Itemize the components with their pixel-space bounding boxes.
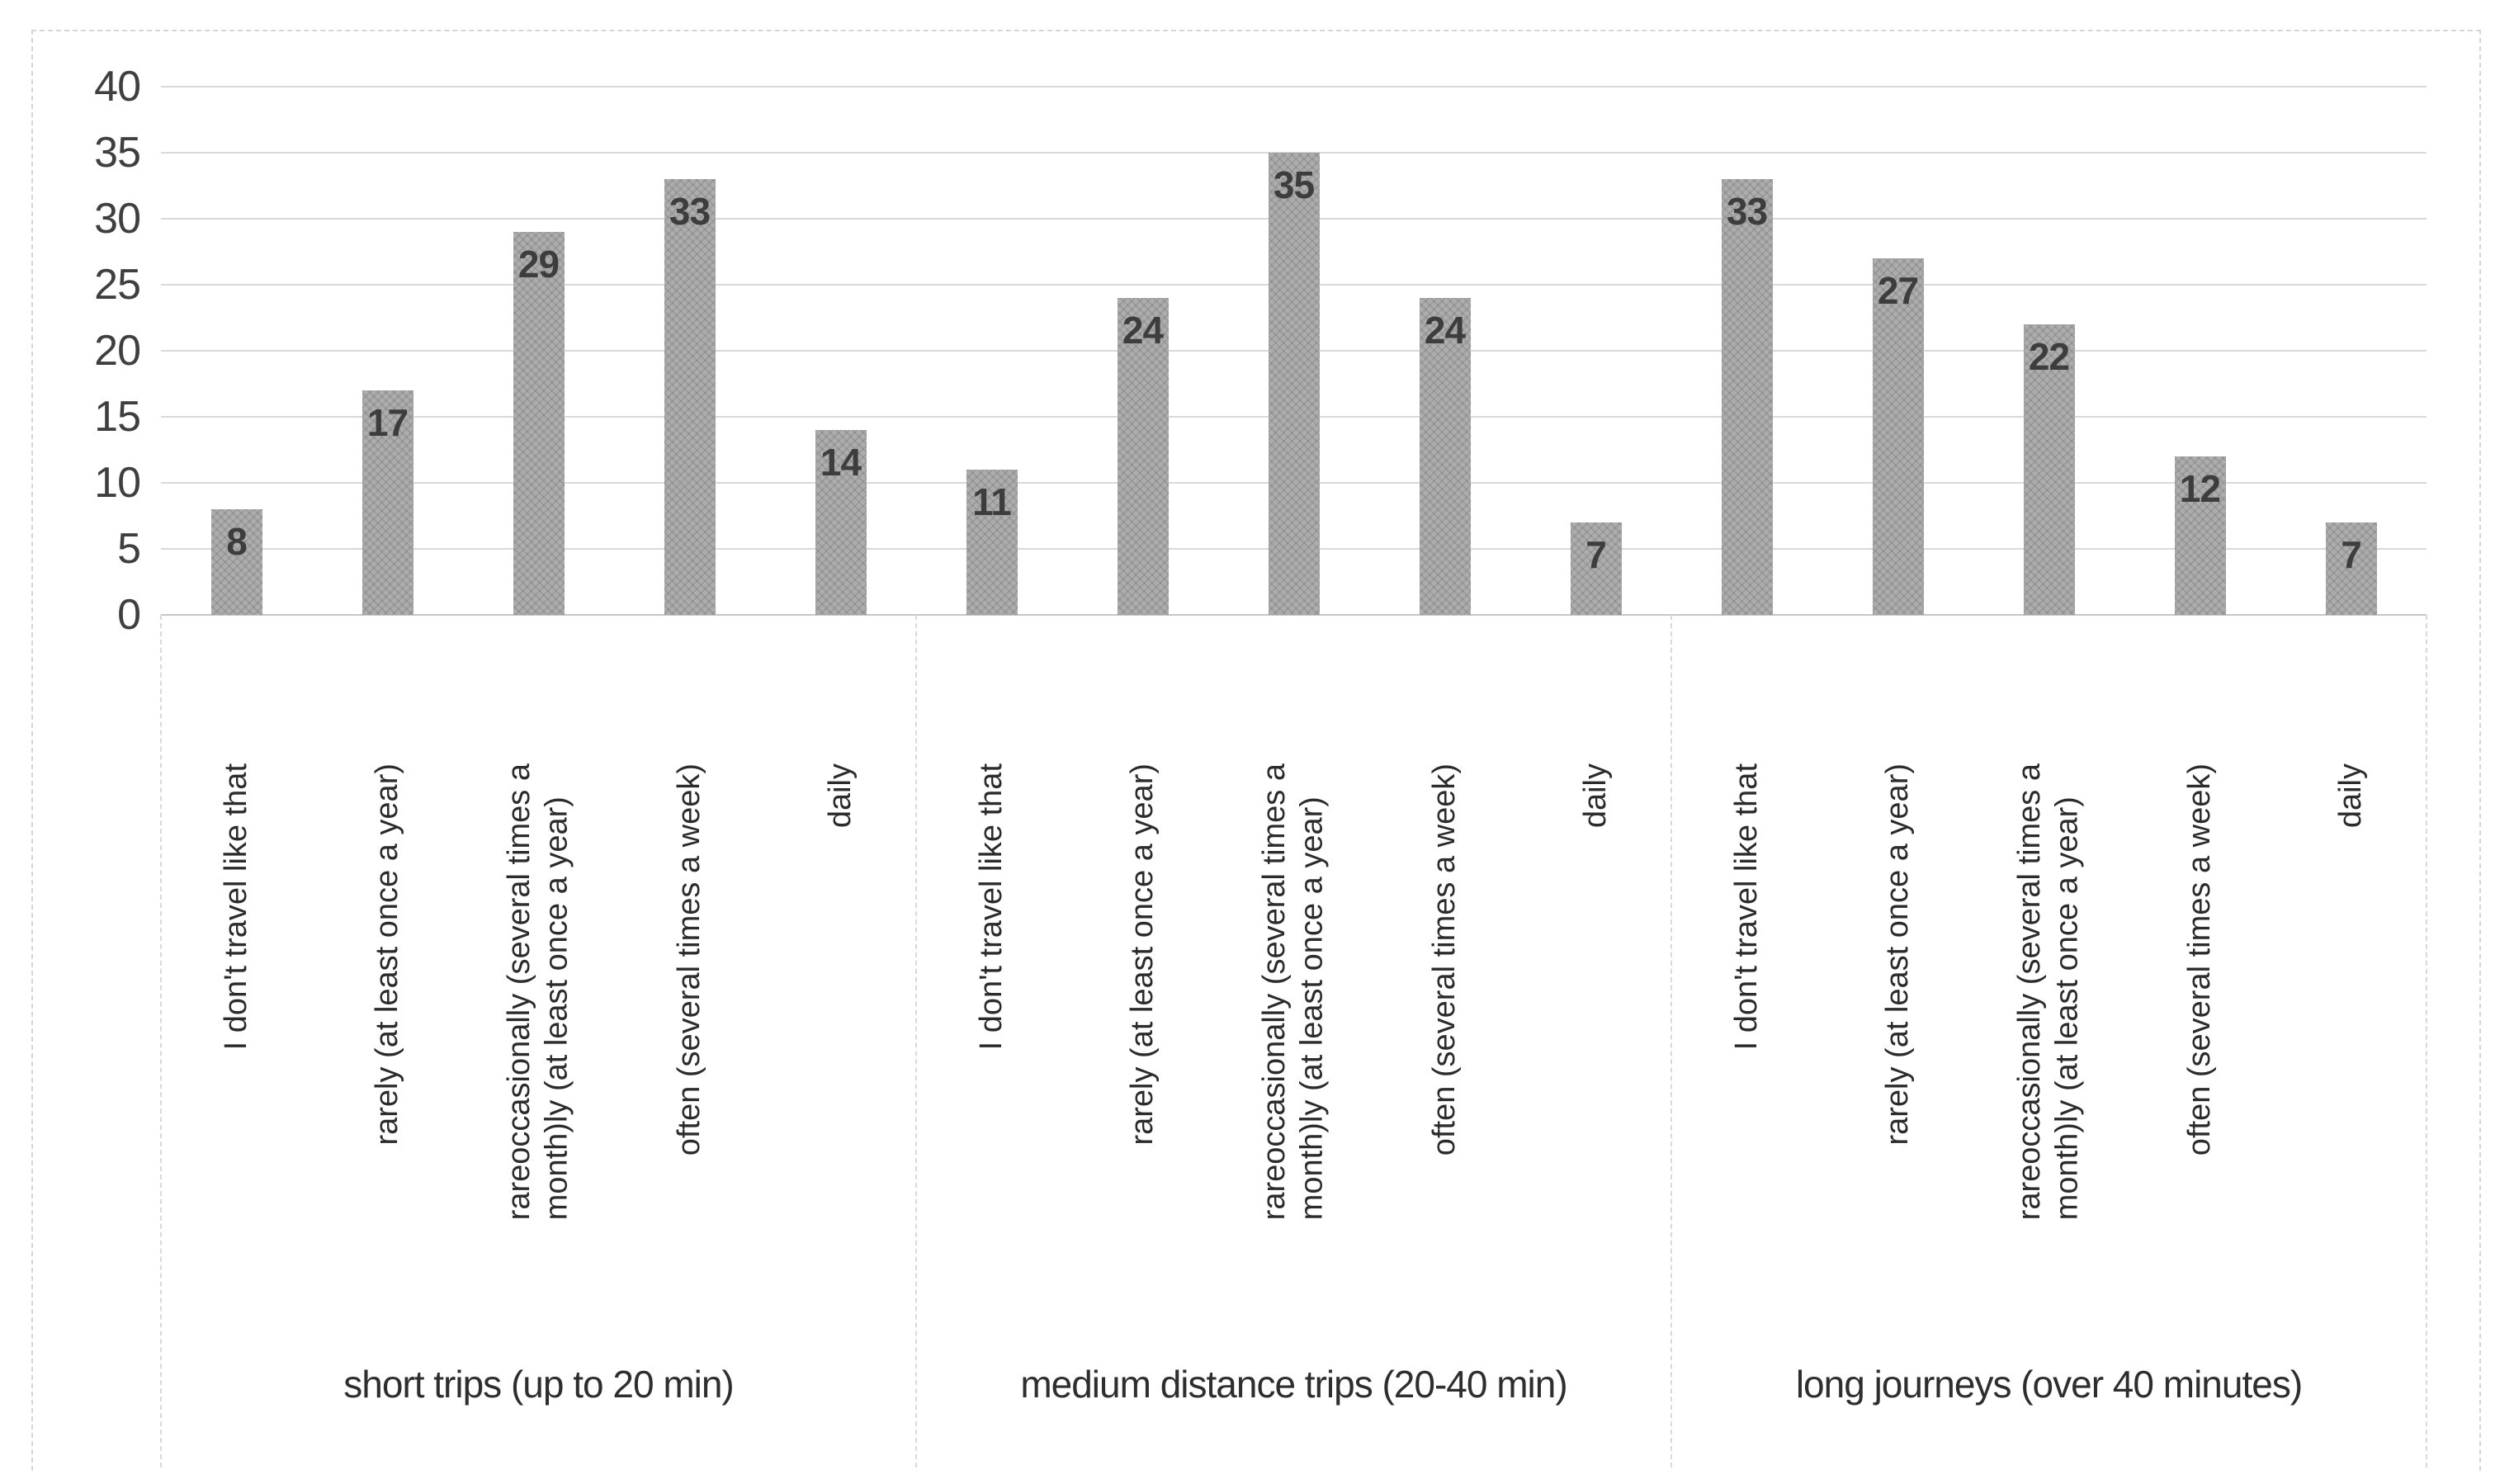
category-label: I don't travel like that <box>1681 763 1813 1050</box>
category-label-text: rarely (at least once a year) <box>1124 763 1160 1146</box>
category-label: rarely (at least once a year) <box>1832 763 1964 1146</box>
group-axis-label: short trips (up to 20 min) <box>343 1363 735 1406</box>
bar-value-label: 8 <box>226 520 248 563</box>
category-label: rareoccasionally (several times a month)… <box>473 763 605 1220</box>
bar <box>2023 324 2075 615</box>
group-separator-line <box>1670 615 1672 1467</box>
bar <box>1419 298 1471 615</box>
bar <box>1570 522 1622 615</box>
category-label-text: rarely (at least once a year) <box>1879 763 1915 1146</box>
y-axis-tick-label: 25 <box>94 261 141 309</box>
bar <box>1117 298 1169 615</box>
bar-value-label: 35 <box>1273 163 1315 206</box>
category-label: rareoccasionally (several times a month)… <box>1983 763 2115 1220</box>
category-label: daily <box>775 763 907 828</box>
y-axis-tick-label: 5 <box>117 525 141 573</box>
bar <box>210 509 262 615</box>
category-label-text: I don't travel like that <box>218 763 253 1051</box>
y-axis-tick-label: 10 <box>94 459 141 507</box>
bar <box>1721 179 1773 615</box>
y-axis-tick-label: 40 <box>94 63 141 111</box>
bar-value-label: 11 <box>972 480 1012 523</box>
y-axis-tick-label: 30 <box>94 195 141 243</box>
gridline <box>161 614 2427 616</box>
bar-value-label: 12 <box>2179 467 2221 510</box>
y-axis-tick-label: 0 <box>117 591 141 639</box>
category-label: often (several times a week) <box>1379 763 1511 1156</box>
bar-value-label: 33 <box>669 190 711 233</box>
category-label-text: daily <box>2332 763 2368 829</box>
bar-value-label: 7 <box>2341 533 2362 576</box>
category-label: rarely (at least once a year) <box>322 763 454 1146</box>
group-axis-label: long journeys (over 40 minutes) <box>1795 1363 2303 1406</box>
category-label-text: often (several times a week) <box>671 763 706 1156</box>
bar <box>362 390 413 615</box>
category-label: often (several times a week) <box>2134 763 2266 1156</box>
category-label: I don't travel like that <box>926 763 1058 1050</box>
group-axis-label: medium distance trips (20-40 min) <box>1020 1363 1567 1406</box>
y-axis-tick-label: 15 <box>94 393 141 441</box>
bar-value-label: 22 <box>2028 335 2070 378</box>
bar-value-label: 24 <box>1424 309 1466 352</box>
bar <box>815 430 867 615</box>
category-label-text: I don't travel like that <box>1728 763 1764 1051</box>
category-label-text: often (several times a week) <box>2181 763 2217 1156</box>
bar <box>1872 258 1924 615</box>
bar <box>966 470 1018 615</box>
bar <box>1268 153 1320 615</box>
category-label-text: rareoccasionally (several times a month)… <box>1256 763 1330 1221</box>
group-separator-line <box>2426 615 2427 1467</box>
category-label: daily <box>1530 763 1662 828</box>
category-label: rarely (at least once a year) <box>1077 763 1209 1146</box>
bar <box>513 232 565 615</box>
category-label-text: rareoccasionally (several times a month)… <box>2011 763 2085 1221</box>
category-label: daily <box>2285 763 2417 828</box>
group-separator-line <box>160 615 162 1467</box>
category-label: I don't travel like that <box>171 763 303 1050</box>
category-label-text: rarely (at least once a year) <box>369 763 404 1146</box>
bar <box>2174 456 2226 615</box>
category-label: often (several times a week) <box>624 763 756 1156</box>
category-label-text: rareoccasionally (several times a month)… <box>501 763 574 1221</box>
bar-value-label: 33 <box>1726 190 1768 233</box>
bar-value-label: 7 <box>1585 533 1607 576</box>
bar-value-label: 27 <box>1877 269 1919 312</box>
category-label-text: often (several times a week) <box>1426 763 1462 1156</box>
bar-value-label: 29 <box>517 243 560 286</box>
category-label-text: I don't travel like that <box>973 763 1009 1051</box>
category-label-text: daily <box>1577 763 1613 829</box>
bar-value-label: 24 <box>1122 309 1164 352</box>
bar-value-label: 17 <box>366 401 409 444</box>
chart-border <box>31 30 2481 1471</box>
category-label-text: daily <box>822 763 858 829</box>
bar <box>664 179 716 615</box>
y-axis-tick-label: 20 <box>94 327 141 375</box>
group-separator-line <box>915 615 917 1467</box>
category-label: rareoccasionally (several times a month)… <box>1228 763 1360 1220</box>
y-axis-tick-label: 35 <box>94 129 141 177</box>
bar <box>2325 522 2377 615</box>
bar-value-label: 14 <box>820 441 862 484</box>
gridline <box>161 86 2427 87</box>
